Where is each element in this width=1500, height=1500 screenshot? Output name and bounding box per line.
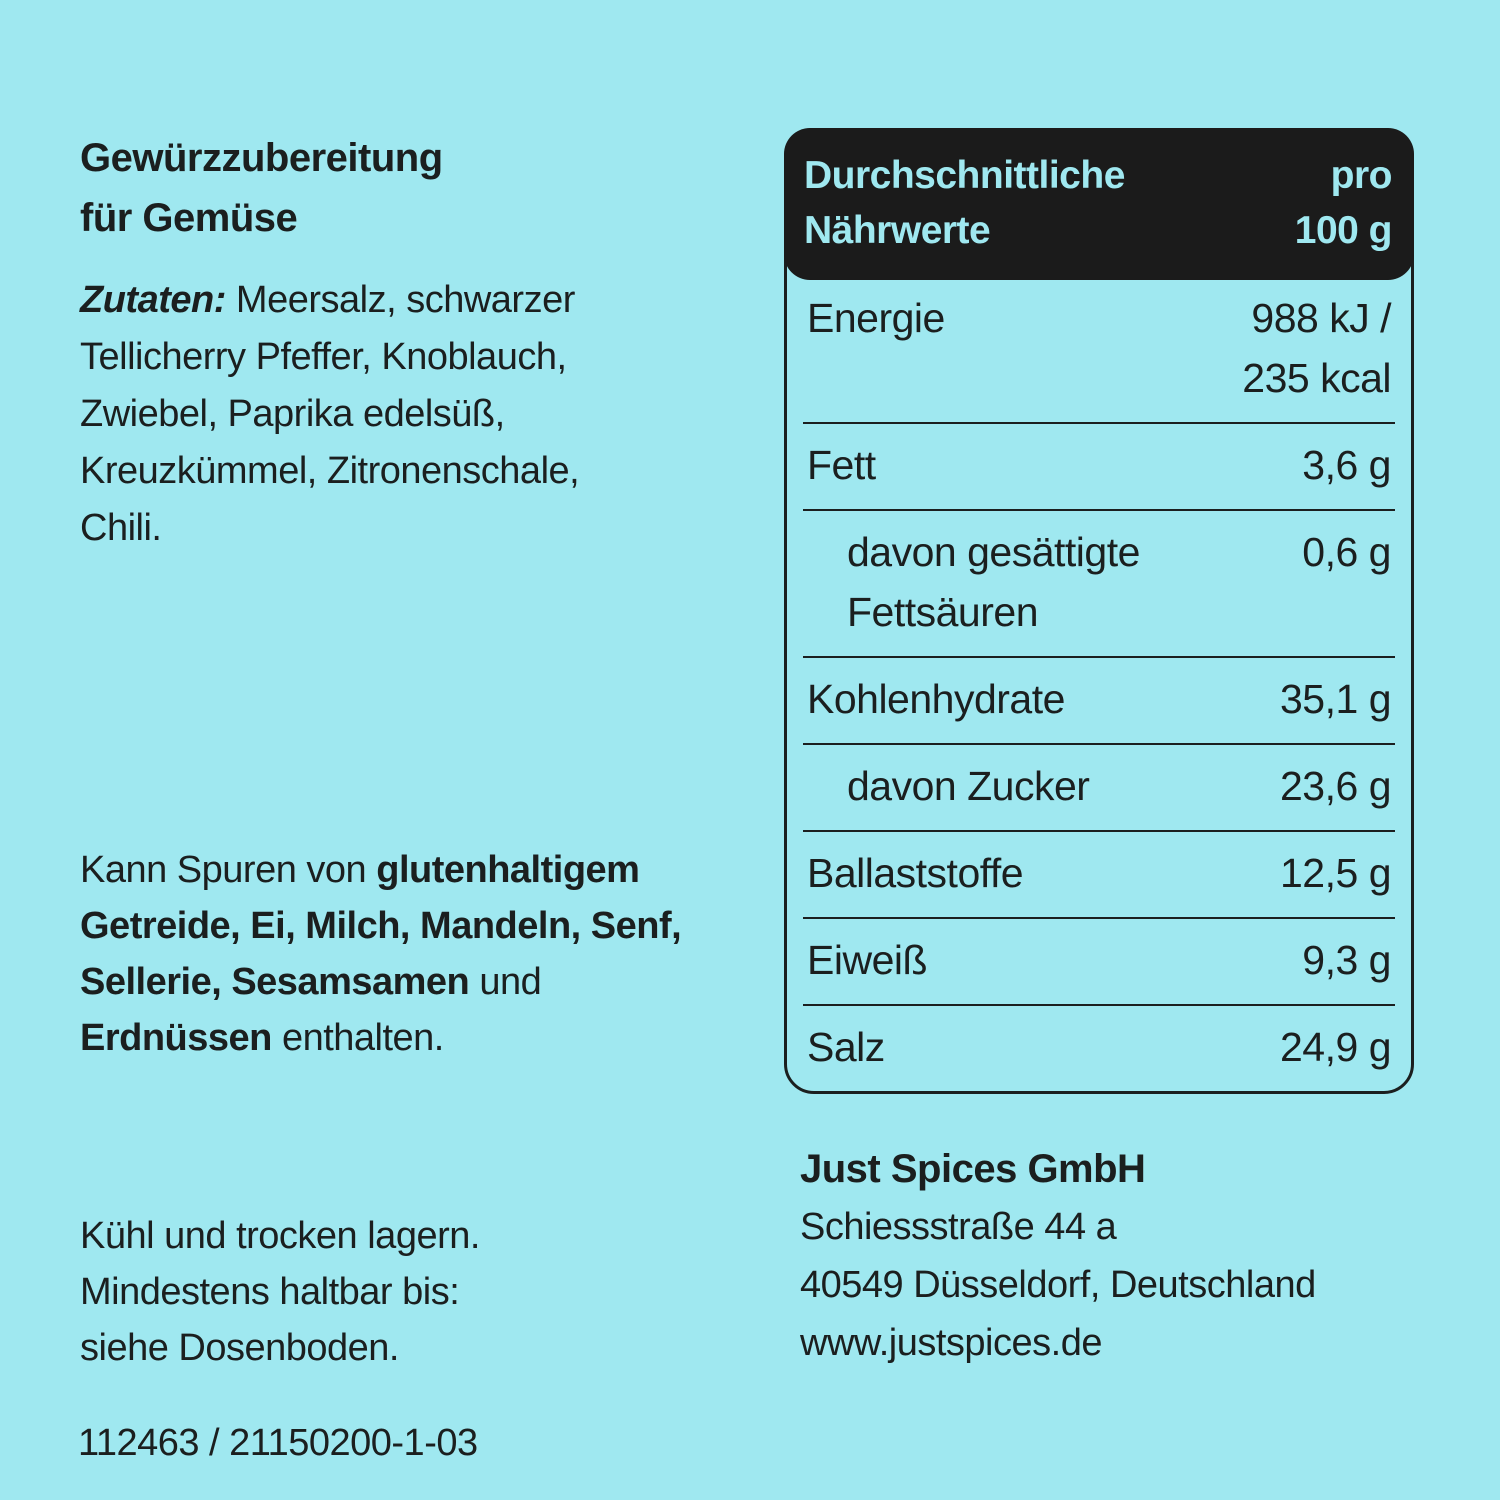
nutrition-row-value: 9,3 g — [1302, 937, 1391, 983]
nutrition-row: Energie 988 kJ /235 kcal — [803, 277, 1395, 424]
nutrition-row-value: 988 kJ /235 kcal — [1242, 295, 1391, 401]
nutrition-row-value: 0,6 g — [1302, 529, 1391, 575]
nutrition-table-header-title: Durchschnittliche Nährwerte — [804, 148, 1125, 258]
nutrition-row: Ballaststoffe 12,5 g — [803, 832, 1395, 919]
nutrition-row: Fett 3,6 g — [803, 424, 1395, 511]
manufacturer-website: www.justspices.de — [800, 1322, 1102, 1364]
nutrition-row-label: davon gesättigte Fettsäuren — [847, 529, 1140, 635]
nutrition-row-value: 23,6 g — [1280, 763, 1392, 809]
header-unit-line1: pro — [1330, 154, 1393, 197]
nutrition-row: davon gesättigte Fettsäuren 0,6 g — [803, 511, 1395, 658]
text-line: Erdnüssen enthalten. — [80, 1017, 444, 1059]
text-line: Getreide, Ei, Milch, Mandeln, Senf, — [80, 905, 682, 947]
ingredients-paragraph: Zutaten: Meersalz, schwarzer Tellicherry … — [80, 272, 580, 557]
nutrition-row-value: 3,6 g — [1302, 442, 1391, 488]
product-title-line1: Gewürzzubereitung — [80, 136, 443, 180]
nutrition-table-header-unit: pro 100 g — [1294, 148, 1393, 258]
nutrition-table-header: Durchschnittliche Nährwerte pro 100 g — [784, 128, 1414, 280]
nutrition-row: Eiweiß 9,3 g — [803, 919, 1395, 1006]
nutrition-row-label: davon Zucker — [847, 763, 1090, 809]
storage-note: Kühl und trocken lagern. Mindestens haltb… — [80, 1208, 480, 1376]
manufacturer-city: 40549 Düsseldorf, Deutschland — [800, 1264, 1316, 1306]
batch-code: 112463 / 21150200-1-03 — [78, 1422, 478, 1464]
product-title: Gewürzzubereitung für Gemüse — [80, 128, 443, 248]
nutrition-row-label: Energie — [807, 295, 945, 341]
nutrition-row: Salz 24,9 g — [803, 1006, 1395, 1091]
header-title-line1: Durchschnittliche — [804, 154, 1125, 197]
text-line: Kühl und trocken lagern. — [80, 1215, 480, 1257]
nutrition-row-label: Salz — [807, 1024, 885, 1070]
header-title-line2: Nährwerte — [804, 209, 991, 252]
manufacturer-block: Just Spices GmbH Schiessstraße 44 a 4054… — [800, 1140, 1316, 1372]
text-line: Kann Spuren von glutenhaltigem — [80, 849, 640, 891]
manufacturer-street: Schiessstraße 44 a — [800, 1206, 1117, 1248]
header-unit-line2: 100 g — [1294, 209, 1393, 252]
text-line: Kreuzkümmel, Zitronenschale, — [80, 450, 580, 492]
nutrition-rows: Energie 988 kJ /235 kcal Fett 3,6 g davon ge… — [787, 277, 1411, 1091]
nutrition-row-label: Eiweiß — [807, 937, 928, 983]
nutrition-row-value: 35,1 g — [1280, 676, 1392, 722]
text-line: Mindestens haltbar bis: — [80, 1271, 460, 1313]
product-title-line2: für Gemüse — [80, 196, 298, 240]
allergen-paragraph: Kann Spuren von glutenhaltigem Getreide, … — [80, 842, 682, 1066]
text-line: siehe Dosenboden. — [80, 1327, 399, 1369]
nutrition-row: Kohlenhydrate 35,1 g — [803, 658, 1395, 745]
text-line: Sellerie, Sesamsamen und — [80, 961, 542, 1003]
nutrition-row-value: 24,9 g — [1280, 1024, 1392, 1070]
nutrition-row-label: Kohlenhydrate — [807, 676, 1065, 722]
nutrition-row-value: 12,5 g — [1280, 850, 1392, 896]
nutrition-row: davon Zucker 23,6 g — [803, 745, 1395, 832]
nutrition-row-label: Ballaststoffe — [807, 850, 1024, 896]
text-line: Zutaten: Meersalz, schwarzer — [80, 279, 575, 321]
manufacturer-name: Just Spices GmbH — [800, 1147, 1146, 1191]
text-line: Tellicherry Pfeffer, Knoblauch, — [80, 336, 567, 378]
text-line: Chili. — [80, 507, 162, 549]
nutrition-table: Durchschnittliche Nährwerte pro 100 g En… — [784, 128, 1414, 1094]
nutrition-row-label: Fett — [807, 442, 876, 488]
text-line: Zwiebel, Paprika edelsüß, — [80, 393, 505, 435]
